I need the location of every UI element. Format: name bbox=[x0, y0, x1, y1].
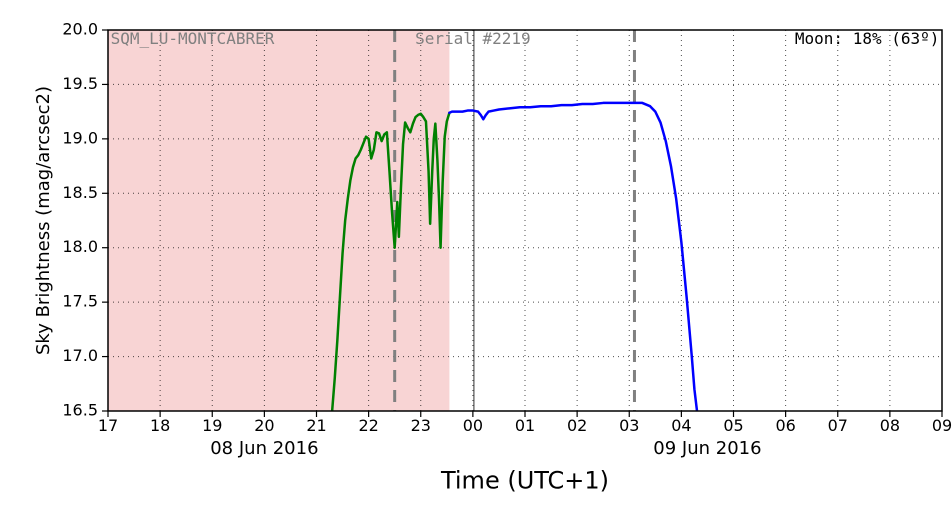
xtick-label: 04 bbox=[671, 416, 691, 435]
ytick-label: 16.5 bbox=[62, 401, 98, 420]
sky-brightness-chart: 17 18 19 20 21 22 23 00 01 02 03 04 05 06 07 08 09 16.5 17… bbox=[0, 0, 952, 512]
x-date-label: 09 Jun 2016 bbox=[653, 438, 761, 459]
x-date-label: 08 Jun 2016 bbox=[210, 438, 318, 459]
ytick-label: 20.0 bbox=[62, 20, 98, 39]
xtick-label: 21 bbox=[306, 416, 326, 435]
xtick-label: 17 bbox=[98, 416, 118, 435]
xtick-label: 07 bbox=[828, 416, 848, 435]
xtick-label: 19 bbox=[202, 416, 222, 435]
ytick-label: 18.0 bbox=[62, 237, 98, 256]
xtick-label: 09 bbox=[932, 416, 952, 435]
xtick-label: 22 bbox=[358, 416, 378, 435]
xtick-label: 01 bbox=[515, 416, 535, 435]
y-axis-label: Sky Brightness (mag/arcsec2) bbox=[33, 86, 54, 355]
xtick-label: 23 bbox=[411, 416, 431, 435]
ytick-label: 17.5 bbox=[62, 292, 98, 311]
x-axis-label: Time (UTC+1) bbox=[440, 467, 609, 495]
xtick-label: 05 bbox=[723, 416, 743, 435]
xtick-label: 02 bbox=[567, 416, 587, 435]
xtick-label: 20 bbox=[254, 416, 274, 435]
ytick-label: 17.0 bbox=[62, 346, 98, 365]
annotation-0: SQM_LU-MONTCABRER bbox=[111, 29, 275, 48]
annotation-2: Moon: 18% (63º) bbox=[795, 29, 940, 48]
xtick-label: 18 bbox=[150, 416, 170, 435]
ytick-label: 18.5 bbox=[62, 183, 98, 202]
xtick-label: 06 bbox=[775, 416, 795, 435]
xtick-label: 00 bbox=[463, 416, 483, 435]
xtick-label: 03 bbox=[619, 416, 639, 435]
annotation-1: Serial #2219 bbox=[415, 29, 531, 48]
ytick-label: 19.0 bbox=[62, 128, 98, 147]
xtick-label: 08 bbox=[880, 416, 900, 435]
ytick-label: 19.5 bbox=[62, 74, 98, 93]
